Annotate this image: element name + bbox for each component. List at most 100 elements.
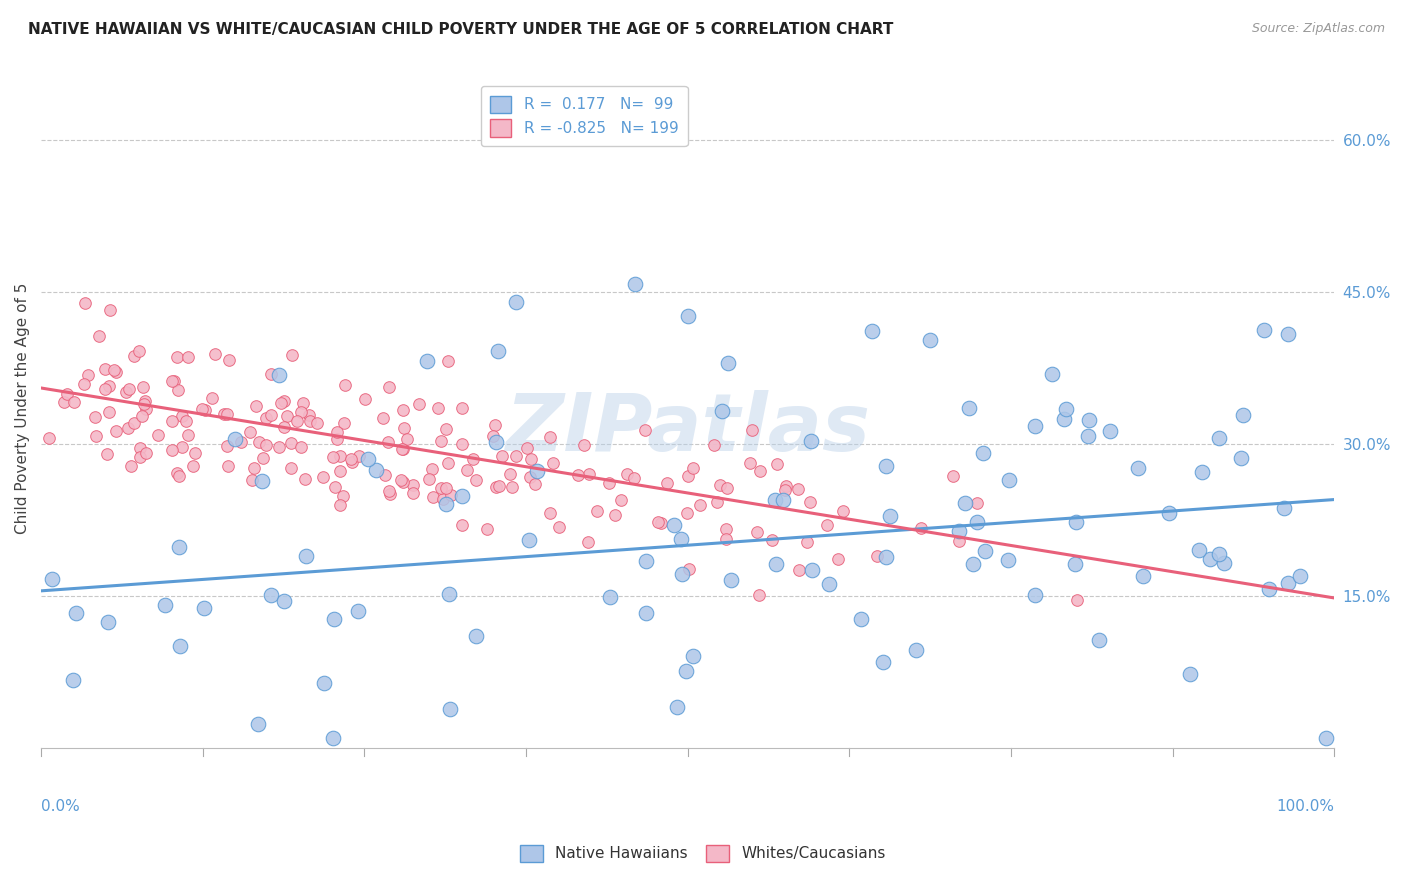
Point	[526, 464, 548, 478]
Point	[538, 506, 561, 520]
Point	[491, 450, 513, 464]
Point	[800, 434, 823, 448]
Point	[720, 573, 742, 587]
Point	[434, 497, 457, 511]
Point	[290, 440, 312, 454]
Point	[1277, 327, 1299, 342]
Point	[799, 495, 821, 509]
Point	[486, 343, 509, 358]
Point	[252, 451, 274, 466]
Point	[354, 392, 377, 406]
Text: NATIVE HAWAIIAN VS WHITE/CAUCASIAN CHILD POVERTY UNDER THE AGE OF 5 CORRELATION : NATIVE HAWAIIAN VS WHITE/CAUCASIAN CHILD…	[28, 22, 893, 37]
Point	[115, 385, 138, 400]
Point	[285, 414, 308, 428]
Point	[276, 409, 298, 423]
Point	[572, 438, 595, 452]
Point	[1213, 557, 1236, 571]
Point	[373, 411, 395, 425]
Point	[866, 549, 889, 563]
Point	[1024, 418, 1046, 433]
Point	[329, 450, 352, 464]
Point	[745, 525, 768, 540]
Point	[524, 477, 547, 491]
Point	[605, 508, 627, 522]
Point	[787, 482, 810, 496]
Point	[299, 414, 322, 428]
Point	[450, 401, 472, 416]
Point	[326, 432, 349, 446]
Point	[218, 353, 240, 368]
Point	[430, 434, 453, 449]
Point	[94, 361, 117, 376]
Point	[748, 588, 770, 602]
Point	[860, 324, 883, 338]
Point	[775, 478, 797, 492]
Point	[146, 428, 169, 442]
Point	[1208, 547, 1230, 561]
Point	[217, 458, 239, 473]
Point	[391, 402, 413, 417]
Point	[422, 490, 444, 504]
Point	[710, 404, 733, 418]
Point	[280, 461, 302, 475]
Point	[437, 587, 460, 601]
Point	[217, 407, 239, 421]
Point	[451, 489, 474, 503]
Point	[665, 699, 688, 714]
Point	[402, 486, 425, 500]
Point	[482, 429, 505, 443]
Point	[378, 484, 401, 499]
Point	[273, 593, 295, 607]
Point	[437, 456, 460, 470]
Point	[538, 430, 561, 444]
Point	[84, 428, 107, 442]
Point	[377, 435, 399, 450]
Point	[1258, 582, 1281, 596]
Point	[578, 467, 600, 482]
Point	[418, 472, 440, 486]
Point	[578, 535, 600, 549]
Point	[273, 420, 295, 434]
Point	[682, 648, 704, 663]
Point	[517, 533, 540, 548]
Point	[706, 495, 728, 509]
Point	[714, 522, 737, 536]
Point	[177, 350, 200, 364]
Point	[254, 411, 277, 425]
Point	[134, 393, 156, 408]
Point	[172, 409, 194, 423]
Point	[391, 475, 413, 489]
Point	[65, 606, 87, 620]
Point	[875, 550, 897, 565]
Text: Source: ZipAtlas.com: Source: ZipAtlas.com	[1251, 22, 1385, 36]
Point	[485, 480, 508, 494]
Point	[402, 478, 425, 492]
Point	[966, 515, 988, 529]
Point	[461, 452, 484, 467]
Point	[801, 563, 824, 577]
Point	[97, 615, 120, 629]
Point	[1272, 500, 1295, 515]
Point	[1066, 593, 1088, 607]
Point	[499, 467, 522, 481]
Point	[260, 588, 283, 602]
Point	[201, 391, 224, 405]
Point	[217, 439, 239, 453]
Point	[547, 519, 569, 533]
Text: 100.0%: 100.0%	[1277, 799, 1334, 814]
Point	[104, 424, 127, 438]
Point	[1064, 515, 1087, 529]
Point	[675, 506, 697, 520]
Point	[766, 457, 789, 471]
Point	[347, 604, 370, 618]
Point	[162, 374, 184, 388]
Point	[717, 356, 740, 370]
Point	[191, 402, 214, 417]
Point	[75, 295, 97, 310]
Point	[98, 405, 121, 419]
Point	[689, 498, 711, 512]
Point	[389, 473, 412, 487]
Point	[55, 387, 77, 401]
Point	[567, 468, 589, 483]
Point	[270, 396, 292, 410]
